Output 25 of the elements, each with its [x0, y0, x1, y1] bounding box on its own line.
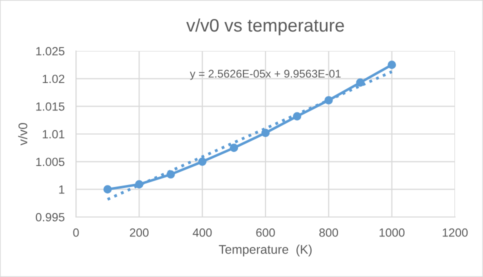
chart-title: v/v0 vs temperature [186, 18, 344, 36]
y-tick-label: 1.01 [42, 130, 64, 138]
y-tick-label: 0.995 [36, 213, 64, 222]
y-tick-label: 1.005 [36, 158, 64, 166]
point [388, 60, 396, 69]
x-tick-label: 600 [256, 228, 275, 237]
x-tick-label: 1200 [442, 228, 468, 237]
y-tick-label: 1.015 [36, 102, 64, 111]
point [230, 144, 238, 152]
point [261, 128, 270, 138]
point [166, 170, 175, 179]
y-tick-label: 1 [59, 185, 64, 194]
y-tick-label: 1.02 [42, 74, 64, 84]
point [356, 78, 364, 87]
x-tick-label: 0 [73, 228, 79, 237]
x-tick-label: 200 [130, 228, 149, 237]
point [198, 158, 206, 166]
y-tick-label: 1.025 [36, 47, 64, 56]
point [103, 185, 112, 194]
y-axis-title: v/v0 [18, 123, 28, 146]
annotation: y = 2.5626E-05x + 9.9563E-01 [190, 70, 341, 80]
x-tick-label: 400 [192, 228, 212, 237]
x-tick-label: 800 [319, 228, 338, 237]
x-tick-label: 1000 [380, 228, 405, 237]
x-axis-title: Temperature (K) [218, 244, 312, 256]
